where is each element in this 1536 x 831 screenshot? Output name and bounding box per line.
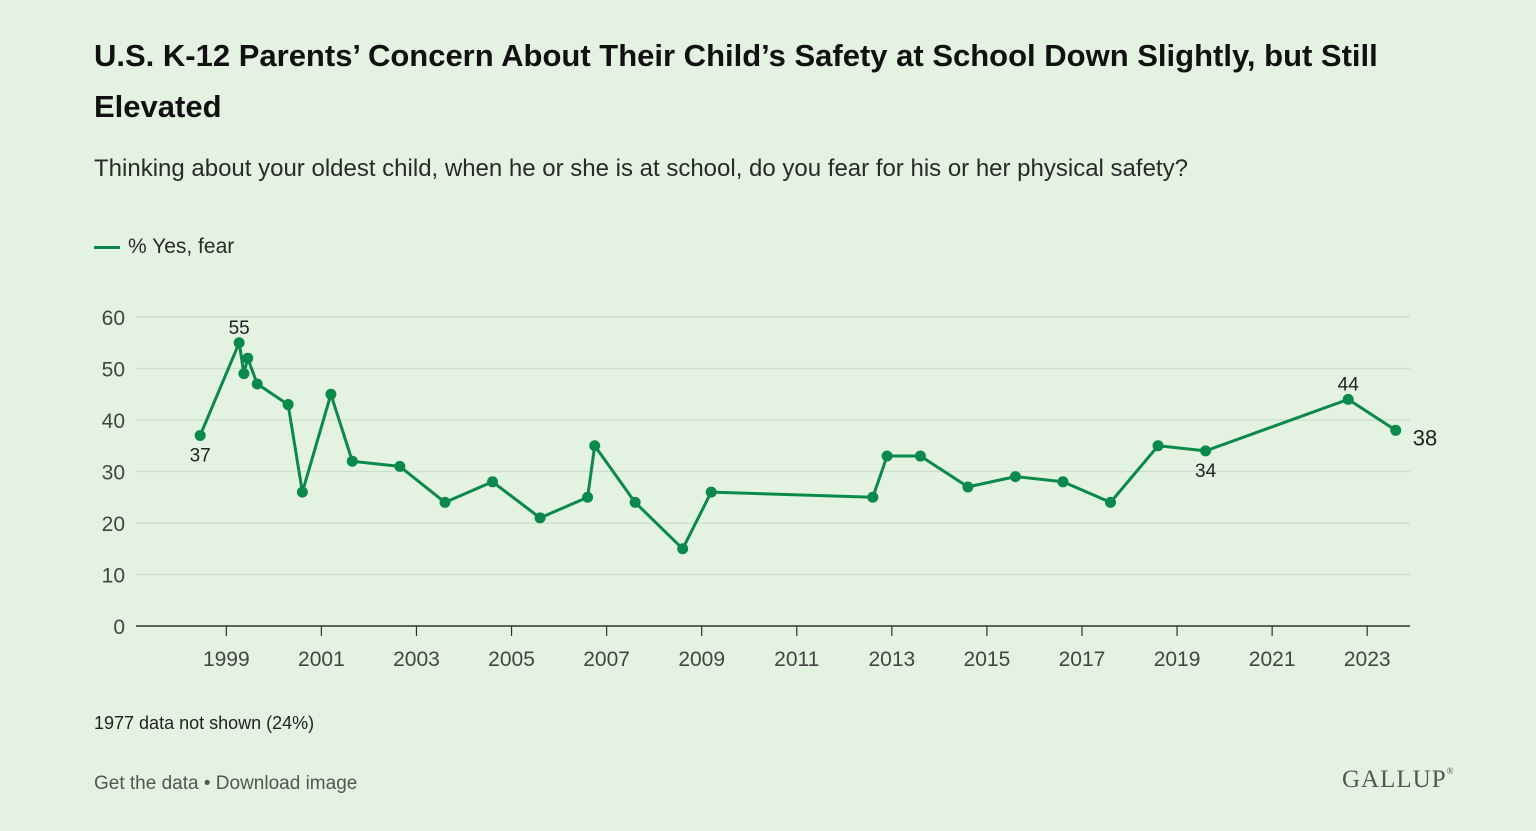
series-line-0 xyxy=(198,341,1397,551)
data-point-15 xyxy=(629,496,641,508)
y-tick-label-10: 10 xyxy=(102,565,125,588)
data-point-18 xyxy=(867,491,879,503)
chart-subtitle: Thinking about your oldest child, when h… xyxy=(94,155,1188,182)
download-image-link[interactable]: Download image xyxy=(215,773,358,794)
x-tick-label-1999: 1999 xyxy=(203,648,250,671)
x-tick-label-2019: 2019 xyxy=(1154,648,1201,671)
y-tick-label-20: 20 xyxy=(102,513,125,536)
x-tick-label-2011: 2011 xyxy=(774,648,819,671)
x-tick-label-2009: 2009 xyxy=(678,648,725,671)
y-tick-label-30: 30 xyxy=(102,462,125,485)
x-tick-label-2007: 2007 xyxy=(583,648,630,671)
data-point-8 xyxy=(346,455,358,467)
y-tick-label-0: 0 xyxy=(113,616,125,639)
y-tick-label-60: 60 xyxy=(102,307,125,330)
data-point-11 xyxy=(487,476,499,488)
data-label-28: 38 xyxy=(1413,425,1437,450)
data-point-10 xyxy=(439,496,451,508)
x-tick-label-2021: 2021 xyxy=(1249,648,1296,671)
data-point-2 xyxy=(238,368,250,380)
x-tick-label-2013: 2013 xyxy=(868,648,915,671)
footer-links: Get the data • Download image xyxy=(94,773,357,795)
data-point-17 xyxy=(705,486,717,498)
gallup-wordmark: GALLUP xyxy=(1342,766,1447,793)
y-tick-label-50: 50 xyxy=(102,359,125,382)
data-point-6 xyxy=(296,486,308,498)
data-point-5 xyxy=(282,399,294,411)
legend-label: % Yes, fear xyxy=(128,235,235,258)
chart-title: U.S. K-12 Parents’ Concern About Their C… xyxy=(94,38,1378,124)
data-point-0 xyxy=(194,429,206,441)
x-tick-label-2003: 2003 xyxy=(393,648,440,671)
data-point-20 xyxy=(914,450,926,462)
data-point-1 xyxy=(233,337,245,349)
data-point-14 xyxy=(589,440,601,452)
data-point-21 xyxy=(962,481,974,493)
data-label-1: 55 xyxy=(229,318,250,339)
x-tick-label-2005: 2005 xyxy=(488,648,535,671)
data-label-27: 44 xyxy=(1338,374,1360,395)
gallup-logo: GALLUP® xyxy=(1342,766,1454,794)
legend: % Yes, fear xyxy=(94,235,234,259)
trademark-mark: ® xyxy=(1446,766,1455,776)
y-tick-label-40: 40 xyxy=(102,410,125,433)
data-point-12 xyxy=(534,512,546,524)
data-point-26 xyxy=(1200,445,1212,457)
data-point-13 xyxy=(582,491,594,503)
data-point-25 xyxy=(1152,440,1164,452)
data-point-22 xyxy=(1009,471,1021,483)
footnote: 1977 data not shown (24%) xyxy=(94,713,315,733)
data-point-28 xyxy=(1390,424,1402,436)
data-point-27 xyxy=(1342,393,1354,405)
x-tick-label-2017: 2017 xyxy=(1059,648,1106,671)
data-point-3 xyxy=(242,352,254,364)
x-tick-label-2015: 2015 xyxy=(964,648,1011,671)
data-point-19 xyxy=(881,450,893,462)
data-point-4 xyxy=(251,378,263,390)
data-label-26: 34 xyxy=(1195,461,1217,482)
data-point-23 xyxy=(1057,476,1069,488)
data-point-9 xyxy=(394,460,406,472)
data-point-7 xyxy=(325,388,337,400)
legend-line-swatch xyxy=(94,245,120,249)
x-tick-label-2001: 2001 xyxy=(298,648,345,671)
link-separator: • xyxy=(203,773,211,794)
get-data-link[interactable]: Get the data xyxy=(94,773,199,794)
data-label-0: 37 xyxy=(190,445,211,466)
x-tick-label-2023: 2023 xyxy=(1344,648,1391,671)
data-point-24 xyxy=(1105,496,1117,508)
data-point-16 xyxy=(677,543,689,555)
